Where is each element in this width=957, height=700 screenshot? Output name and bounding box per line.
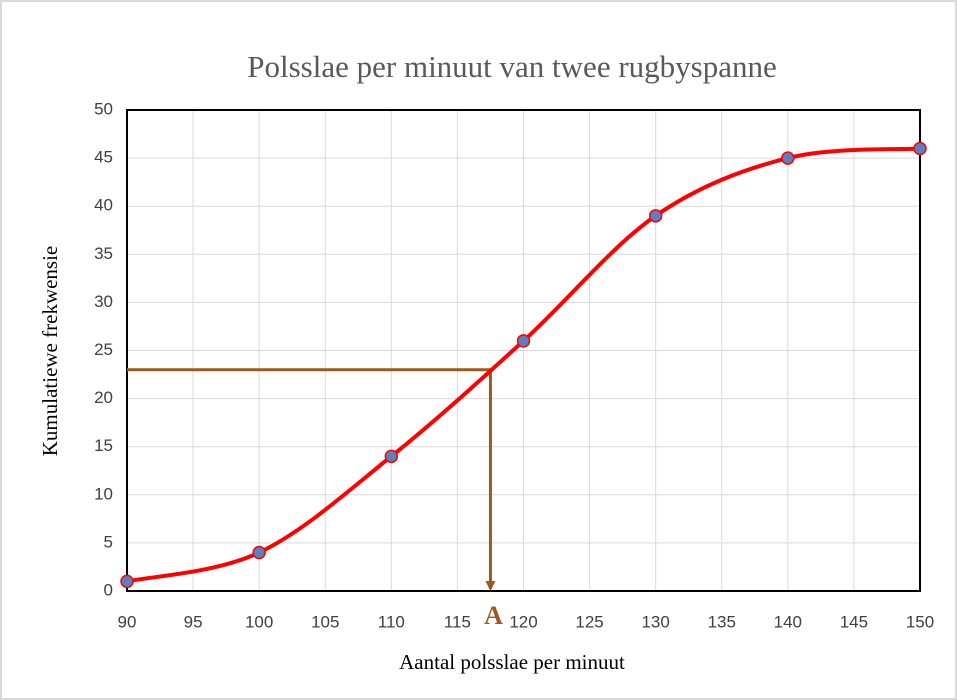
y-tick-label: 5 (104, 532, 113, 551)
x-tick-label: 135 (708, 612, 736, 631)
marker (516, 334, 531, 348)
x-tick-label: 120 (509, 612, 537, 631)
x-tick-label: 125 (575, 612, 603, 631)
marker (120, 574, 134, 589)
x-tick-label: 105 (311, 612, 339, 631)
marker (648, 209, 663, 223)
y-tick-label: 20 (94, 388, 113, 407)
y-tick-label: 50 (94, 99, 113, 118)
y-axis-label: Kumulatiewe frekwensie (38, 246, 62, 457)
x-tick-label: 130 (641, 612, 669, 631)
x-tick-label: 95 (184, 612, 203, 631)
y-tick-label: 10 (94, 484, 113, 503)
y-tick-label: 30 (94, 292, 113, 311)
x-tick-label: 145 (840, 612, 868, 631)
x-tick-label: 90 (118, 612, 137, 631)
y-tick-label: 40 (94, 196, 113, 215)
marker (252, 545, 266, 560)
x-tick-label: 100 (245, 612, 273, 631)
marker (913, 141, 927, 156)
y-tick-label: 35 (94, 244, 113, 263)
x-tick-label: 140 (774, 612, 802, 631)
x-axis-label: Aantal polsslae per minuut (399, 650, 625, 674)
y-tick-label: 45 (94, 148, 113, 167)
annotation-label: A (484, 601, 503, 630)
chart-title: Polsslae per minuut van twee rugbyspanne (247, 49, 776, 84)
y-tick-label: 0 (104, 580, 113, 599)
marker (384, 449, 399, 464)
x-tick-label: 150 (906, 612, 934, 631)
y-tick-label: 15 (94, 436, 113, 455)
y-tick-label: 25 (94, 340, 113, 359)
plot-area (126, 109, 921, 592)
x-tick-label: 110 (378, 612, 405, 631)
x-tick-label: 115 (444, 612, 471, 631)
marker (781, 151, 795, 165)
